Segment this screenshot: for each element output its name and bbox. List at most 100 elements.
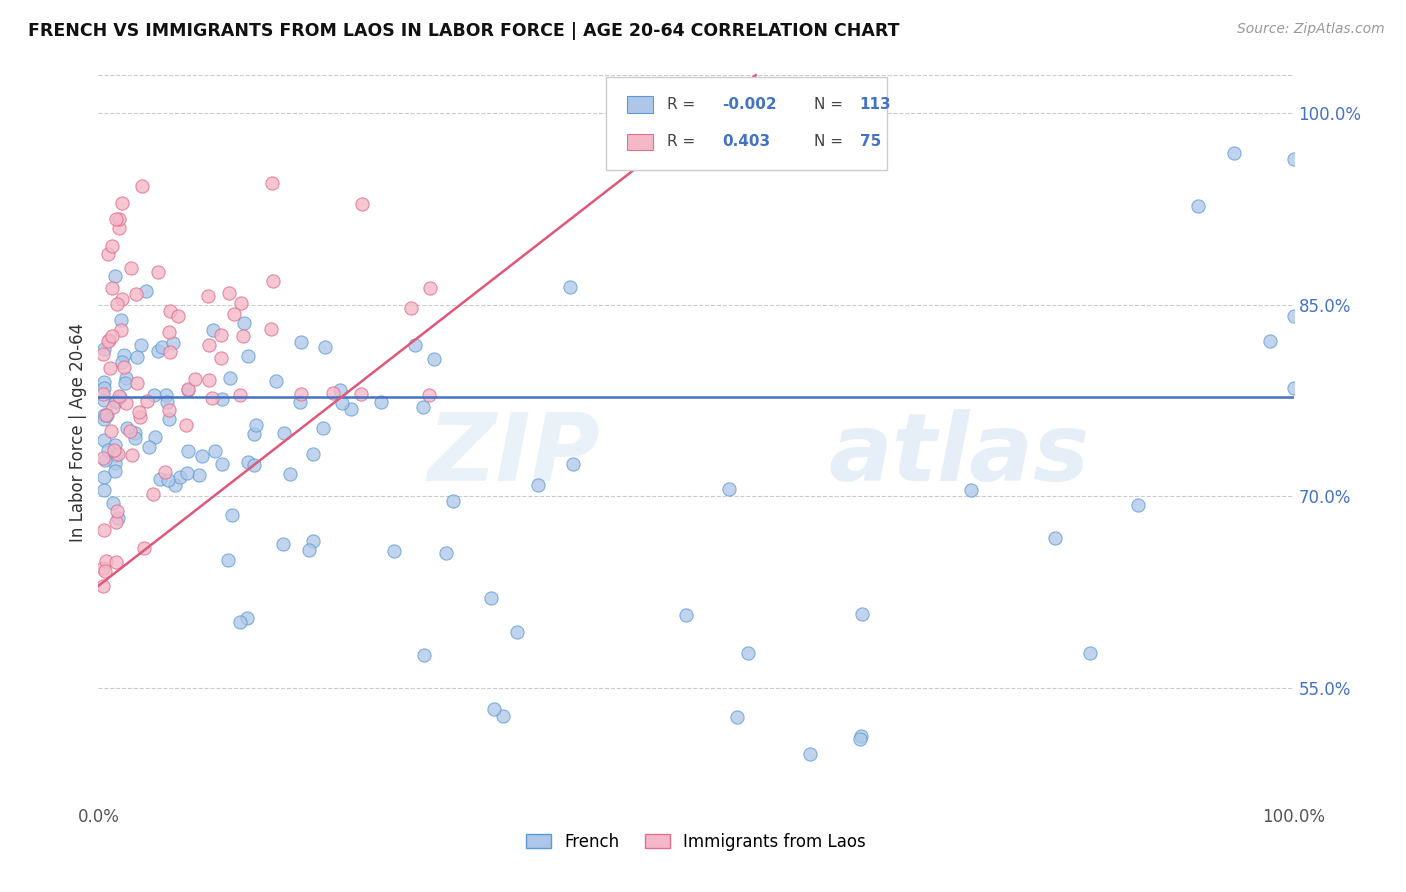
Point xyxy=(1282,153,1305,167)
Point xyxy=(112,348,135,362)
Point xyxy=(288,395,311,409)
Point xyxy=(124,432,146,446)
Point xyxy=(91,386,114,401)
Point xyxy=(492,709,515,723)
Point xyxy=(330,396,353,410)
Text: N =: N = xyxy=(814,97,844,112)
Point xyxy=(479,591,502,606)
Point xyxy=(174,418,197,433)
Point xyxy=(314,340,336,354)
Point xyxy=(799,747,821,762)
Point xyxy=(222,307,245,321)
Point xyxy=(1282,381,1305,395)
Point xyxy=(110,195,132,210)
Point xyxy=(157,403,180,417)
Point xyxy=(236,611,259,625)
Point xyxy=(263,274,285,288)
Point xyxy=(98,361,121,376)
Point xyxy=(675,608,697,623)
Point xyxy=(91,561,114,575)
Point xyxy=(197,373,219,387)
Text: R =: R = xyxy=(668,134,696,149)
Point xyxy=(101,329,124,343)
Point xyxy=(93,452,115,467)
Point xyxy=(184,372,207,386)
Point xyxy=(93,381,115,395)
Point xyxy=(104,515,127,529)
Point xyxy=(97,334,120,348)
Point xyxy=(125,287,148,301)
Legend: French, Immigrants from Laos: French, Immigrants from Laos xyxy=(520,826,872,857)
Text: ZIP: ZIP xyxy=(427,409,600,500)
Point xyxy=(108,390,131,404)
Point xyxy=(104,268,127,283)
Point xyxy=(404,338,426,352)
Point xyxy=(717,482,740,496)
Point xyxy=(104,394,127,409)
Point xyxy=(236,349,259,363)
Point xyxy=(350,386,373,401)
Point xyxy=(290,387,312,401)
Point xyxy=(104,456,127,470)
Y-axis label: In Labor Force | Age 20-64: In Labor Force | Age 20-64 xyxy=(69,323,87,542)
Point xyxy=(851,607,873,621)
Point xyxy=(156,473,179,487)
Point xyxy=(124,426,146,441)
Point xyxy=(91,579,114,593)
Point xyxy=(104,393,127,408)
Point xyxy=(101,400,124,414)
Point xyxy=(1043,532,1066,546)
Point xyxy=(1223,145,1246,160)
Point xyxy=(527,478,550,492)
Point xyxy=(96,554,118,568)
Point xyxy=(198,338,221,352)
Point xyxy=(245,417,267,432)
Point xyxy=(142,387,165,401)
Point xyxy=(131,179,153,194)
Point xyxy=(211,457,233,471)
Point xyxy=(103,443,125,458)
Point xyxy=(302,534,325,549)
Point xyxy=(217,552,239,566)
Text: atlas: atlas xyxy=(828,409,1090,500)
Point xyxy=(412,400,434,414)
Point xyxy=(148,265,170,279)
Point xyxy=(339,402,361,417)
Point xyxy=(104,464,127,478)
Text: 75: 75 xyxy=(859,134,882,149)
Point xyxy=(322,385,344,400)
Point xyxy=(290,334,312,349)
Point xyxy=(273,425,295,440)
Point xyxy=(278,467,301,481)
Point xyxy=(114,376,136,390)
Point xyxy=(101,280,124,294)
Point xyxy=(231,296,253,310)
Point xyxy=(136,394,159,409)
Point xyxy=(370,395,392,409)
Point xyxy=(107,511,129,525)
Point xyxy=(108,221,131,235)
Point xyxy=(167,309,190,323)
Point xyxy=(129,338,152,352)
Point xyxy=(1187,199,1209,213)
Point xyxy=(105,555,128,569)
Point xyxy=(232,329,254,343)
Point xyxy=(128,409,150,424)
Point xyxy=(135,284,157,298)
Point xyxy=(105,297,128,311)
Point xyxy=(441,493,464,508)
Point xyxy=(187,467,209,482)
Point xyxy=(218,285,240,300)
Point xyxy=(399,301,422,315)
Point xyxy=(177,444,200,458)
Point xyxy=(177,382,200,396)
Point xyxy=(202,323,225,337)
Text: 0.403: 0.403 xyxy=(723,134,770,149)
Point xyxy=(1282,310,1305,324)
Point xyxy=(329,383,352,397)
Point xyxy=(105,211,128,226)
Point xyxy=(273,537,295,551)
Point xyxy=(115,371,138,385)
Text: Source: ZipAtlas.com: Source: ZipAtlas.com xyxy=(1237,22,1385,37)
Point xyxy=(260,321,283,335)
